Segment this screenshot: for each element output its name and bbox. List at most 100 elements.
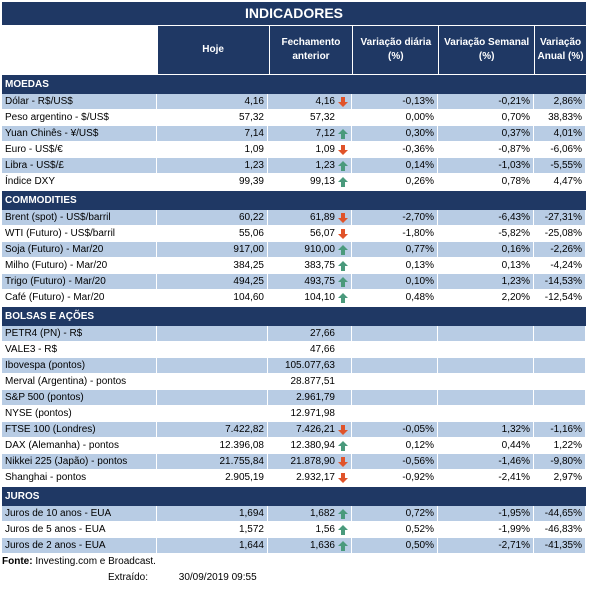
cell-variacao-semanal: 0,78% bbox=[438, 174, 534, 190]
cell-fechamento: 493,75 bbox=[268, 274, 352, 290]
cell-hoje: 1,09 bbox=[157, 142, 268, 158]
cell-variacao-anual: 1,22% bbox=[534, 438, 586, 454]
cell-variacao-diaria bbox=[352, 342, 438, 358]
cell-fechamento-value: 493,75 bbox=[304, 275, 335, 287]
cell-variacao-semanal bbox=[438, 390, 534, 406]
cell-hoje: 1,572 bbox=[157, 522, 268, 538]
cell-hoje: 1,23 bbox=[157, 158, 268, 174]
cell-variacao-diaria: 0,26% bbox=[352, 174, 438, 190]
arrow-down-icon bbox=[338, 96, 348, 107]
arrow-placeholder bbox=[337, 392, 349, 404]
cell-hoje: 57,32 bbox=[157, 110, 268, 126]
table-row: Índice DXY 99,39 99,13 0,26% 0,78% 4,47% bbox=[2, 174, 586, 190]
cell-variacao-semanal: -2,41% bbox=[438, 470, 534, 486]
cell-hoje bbox=[157, 342, 268, 358]
table-row: Yuan Chinês - ¥/US$ 7,14 7,12 0,30% 0,37% 4,0… bbox=[2, 126, 586, 142]
cell-fechamento: 1,682 bbox=[268, 506, 352, 522]
table-row: S&P 500 (pontos) 2.961,79 bbox=[2, 390, 586, 406]
cell-variacao-semanal: -0,21% bbox=[438, 94, 534, 110]
cell-fechamento: 383,75 bbox=[268, 258, 352, 274]
cell-fechamento-value: 57,32 bbox=[309, 111, 335, 123]
arrow-placeholder bbox=[337, 344, 349, 356]
row-label: Soja (Futuro) - Mar/20 bbox=[2, 242, 157, 258]
table-row: Dólar - R$/US$ 4,16 4,16 -0,13% -0,21% 2,86% bbox=[2, 94, 586, 110]
table-row: Soja (Futuro) - Mar/20 917,00 910,00 0,77% 0… bbox=[2, 242, 586, 258]
cell-variacao-anual: 38,83% bbox=[534, 110, 586, 126]
row-label: Brent (spot) - US$/barril bbox=[2, 210, 157, 226]
arrow-up-icon bbox=[338, 244, 348, 255]
cell-hoje: 7,14 bbox=[157, 126, 268, 142]
cell-variacao-semanal: 1,32% bbox=[438, 422, 534, 438]
cell-variacao-semanal: -1,95% bbox=[438, 506, 534, 522]
arrow-down-icon bbox=[338, 456, 348, 467]
cell-variacao-diaria: -0,56% bbox=[352, 454, 438, 470]
cell-fechamento: 21.878,90 bbox=[268, 454, 352, 470]
section-header: MOEDAS bbox=[2, 74, 586, 94]
footer-source-text: Investing.com e Broadcast. bbox=[35, 556, 156, 567]
cell-variacao-semanal: 0,13% bbox=[438, 258, 534, 274]
cell-variacao-semanal: 0,44% bbox=[438, 438, 534, 454]
arrow-down-icon bbox=[338, 212, 348, 223]
cell-fechamento-value: 56,07 bbox=[309, 227, 335, 239]
cell-variacao-anual: 4,47% bbox=[534, 174, 586, 190]
cell-fechamento-value: 1,09 bbox=[315, 143, 335, 155]
cell-fechamento: 27,66 bbox=[268, 326, 352, 342]
cell-hoje: 104,60 bbox=[157, 290, 268, 306]
cell-fechamento-value: 28.877,51 bbox=[290, 375, 336, 387]
cell-fechamento: 4,16 bbox=[268, 94, 352, 110]
table-row: VALE3 - R$ 47,66 bbox=[2, 342, 586, 358]
cell-hoje: 21.755,84 bbox=[157, 454, 268, 470]
row-label: Ibovespa (pontos) bbox=[2, 358, 157, 374]
header-fechamento: Fechamento anterior bbox=[268, 26, 353, 74]
cell-fechamento: 99,13 bbox=[268, 174, 352, 190]
header-variacao-semanal: Variação Semanal (%) bbox=[438, 26, 535, 74]
row-label: DAX (Alemanha) - pontos bbox=[2, 438, 157, 454]
cell-variacao-diaria: 0,10% bbox=[352, 274, 438, 290]
row-label: Milho (Futuro) - Mar/20 bbox=[2, 258, 157, 274]
footer-extracted-label: Extraído: bbox=[108, 572, 149, 583]
table-row: Euro - US$/€ 1,09 1,09 -0,36% -0,87% -6,06% bbox=[2, 142, 586, 158]
row-label: Nikkei 225 (Japão) - pontos bbox=[2, 454, 157, 470]
table-row: Nikkei 225 (Japão) - pontos 21.755,84 21.8… bbox=[2, 454, 586, 470]
cell-fechamento: 1,23 bbox=[268, 158, 352, 174]
cell-variacao-anual: -2,26% bbox=[534, 242, 586, 258]
cell-hoje: 12.396,08 bbox=[157, 438, 268, 454]
arrow-up-icon bbox=[338, 160, 348, 171]
cell-fechamento-value: 12.971,98 bbox=[290, 407, 336, 419]
table-row: Ibovespa (pontos) 105.077,63 bbox=[2, 358, 586, 374]
cell-fechamento: 2.961,79 bbox=[268, 390, 352, 406]
table-row: Shanghai - pontos 2.905,19 2.932,17 -0,92% -… bbox=[2, 470, 586, 486]
cell-variacao-diaria: -2,70% bbox=[352, 210, 438, 226]
cell-hoje bbox=[157, 358, 268, 374]
row-label: PETR4 (PN) - R$ bbox=[2, 326, 157, 342]
row-label: NYSE (pontos) bbox=[2, 406, 157, 422]
cell-variacao-semanal: 0,70% bbox=[438, 110, 534, 126]
row-label: Yuan Chinês - ¥/US$ bbox=[2, 126, 157, 142]
arrow-up-icon bbox=[338, 508, 348, 519]
row-label: Juros de 5 anos - EUA bbox=[2, 522, 157, 538]
cell-fechamento: 12.971,98 bbox=[268, 406, 352, 422]
cell-variacao-semanal: -1,99% bbox=[438, 522, 534, 538]
cell-variacao-semanal bbox=[438, 358, 534, 374]
cell-variacao-anual: -46,83% bbox=[534, 522, 586, 538]
cell-variacao-semanal: -5,82% bbox=[438, 226, 534, 242]
row-label: WTI (Futuro) - US$/barril bbox=[2, 226, 157, 242]
arrow-down-icon bbox=[338, 144, 348, 155]
header-variacao-diaria: Variação diária (%) bbox=[352, 26, 439, 74]
footer-source: Fonte: Investing.com e Broadcast. bbox=[2, 554, 586, 570]
arrow-placeholder bbox=[337, 112, 349, 124]
cell-variacao-anual bbox=[534, 374, 586, 390]
cell-variacao-diaria: 0,30% bbox=[352, 126, 438, 142]
cell-fechamento: 1,09 bbox=[268, 142, 352, 158]
cell-variacao-anual: -1,16% bbox=[534, 422, 586, 438]
arrow-down-icon bbox=[338, 424, 348, 435]
row-label: Libra - US$/£ bbox=[2, 158, 157, 174]
cell-variacao-anual: 2,86% bbox=[534, 94, 586, 110]
column-header-row: Hoje Fechamento anterior Variação diária… bbox=[2, 26, 586, 74]
cell-fechamento: 7,12 bbox=[268, 126, 352, 142]
cell-hoje: 7.422,82 bbox=[157, 422, 268, 438]
cell-variacao-semanal: -1,03% bbox=[438, 158, 534, 174]
cell-variacao-anual: -4,24% bbox=[534, 258, 586, 274]
cell-fechamento: 57,32 bbox=[268, 110, 352, 126]
table-row: Juros de 2 anos - EUA 1,644 1,636 0,50% -2,7… bbox=[2, 538, 586, 554]
